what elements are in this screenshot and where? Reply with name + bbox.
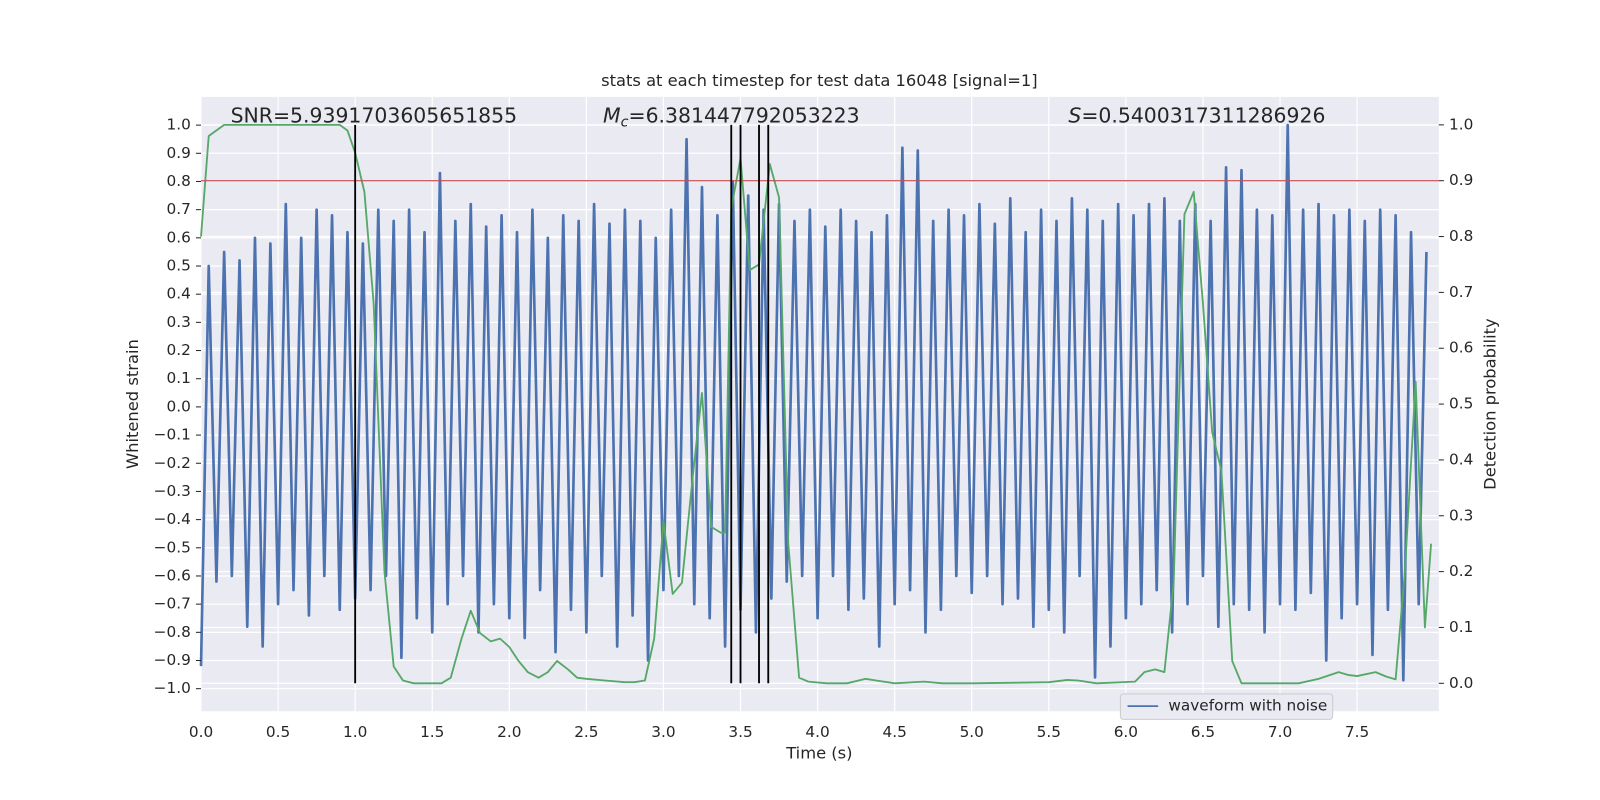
x-tick-label: 0.0 (189, 723, 213, 741)
y-tick-label: 0.1 (166, 369, 190, 387)
annotation: SNR=5.9391703605651855 (231, 103, 517, 127)
y2-tick-label: 0.2 (1449, 562, 1473, 580)
y-tick-label: −0.1 (154, 426, 191, 444)
y-tick-label: 0.0 (166, 397, 190, 415)
y2-tick-label: 0.9 (1449, 171, 1473, 189)
annotation-subscript: c (621, 114, 629, 130)
y-tick-label: −0.4 (154, 510, 191, 528)
y2-axis-label: Detection probability (1480, 318, 1499, 490)
annotation-text: SNR=5.9391703605651855 (231, 103, 517, 127)
annotation-symbol: M (603, 103, 621, 127)
y-tick-label: −0.6 (154, 566, 191, 584)
annotation: S=0.5400317311286926 (1068, 103, 1325, 127)
y2-tick-label: 0.8 (1449, 227, 1473, 245)
y-tick-label: −0.2 (154, 454, 191, 472)
y-tick-label: 0.8 (166, 172, 190, 190)
y-tick-label: −0.5 (154, 538, 191, 556)
annotation-symbol: S (1068, 103, 1081, 127)
x-tick-label: 3.5 (728, 723, 752, 741)
y-tick-label: −0.3 (154, 482, 191, 500)
y-tick-label: −0.7 (154, 595, 191, 613)
x-axis-label: Time (s) (785, 744, 852, 763)
y-tick-label: 0.9 (166, 144, 190, 162)
y-tick-label: 0.6 (166, 228, 190, 246)
annotation: Mc=6.381447792053223 (603, 103, 860, 130)
legend-label: waveform with noise (1168, 697, 1327, 715)
y-tick-label: 0.7 (166, 200, 190, 218)
annotation-text: =0.5400317311286926 (1081, 103, 1325, 127)
x-tick-label: 5.5 (1037, 723, 1061, 741)
y2-tick-label: 0.1 (1449, 618, 1473, 636)
y-tick-label: 0.4 (166, 285, 190, 303)
x-tick-label: 7.0 (1268, 723, 1292, 741)
y-axis-label: Whitened strain (123, 339, 142, 469)
x-tick-label: 5.0 (960, 723, 984, 741)
x-tick-label: 3.0 (651, 723, 675, 741)
probability-line (200, 123, 1432, 685)
annotation-text: =6.381447792053223 (628, 103, 859, 127)
y-tick-label: 0.3 (166, 313, 190, 331)
y2-tick-label: 1.0 (1449, 115, 1473, 133)
y-tick-label: 0.5 (166, 257, 190, 275)
x-tick-label: 0.5 (266, 723, 290, 741)
x-tick-label: 1.5 (420, 723, 444, 741)
y-tick-label: 0.2 (166, 341, 190, 359)
y-tick-label: 1.0 (166, 116, 190, 134)
y2-tick-label: 0.5 (1449, 395, 1473, 413)
legend-box (1119, 693, 1334, 720)
chart-title: stats at each timestep for test data 160… (601, 71, 1038, 90)
y-tick-label: −0.9 (154, 651, 191, 669)
x-tick-label: 1.0 (343, 723, 367, 741)
y-tick-label: −1.0 (154, 679, 191, 697)
x-tick-label: 4.5 (882, 723, 906, 741)
waveform-line (199, 123, 1428, 682)
y2-tick-label: 0.4 (1449, 450, 1473, 468)
y2-tick-label: 0.7 (1449, 283, 1473, 301)
y2-tick-label: 0.3 (1449, 506, 1473, 524)
y2-tick-label: 0.0 (1449, 674, 1473, 692)
y2-tick-label: 0.6 (1449, 339, 1473, 357)
x-tick-label: 6.5 (1191, 723, 1215, 741)
x-tick-label: 6.0 (1114, 723, 1138, 741)
x-tick-label: 2.5 (574, 723, 598, 741)
x-tick-label: 2.0 (497, 723, 521, 741)
x-tick-label: 7.5 (1345, 723, 1369, 741)
y-tick-label: −0.8 (154, 623, 191, 641)
legend: waveform with noise (1119, 693, 1334, 720)
x-tick-label: 4.0 (805, 723, 829, 741)
